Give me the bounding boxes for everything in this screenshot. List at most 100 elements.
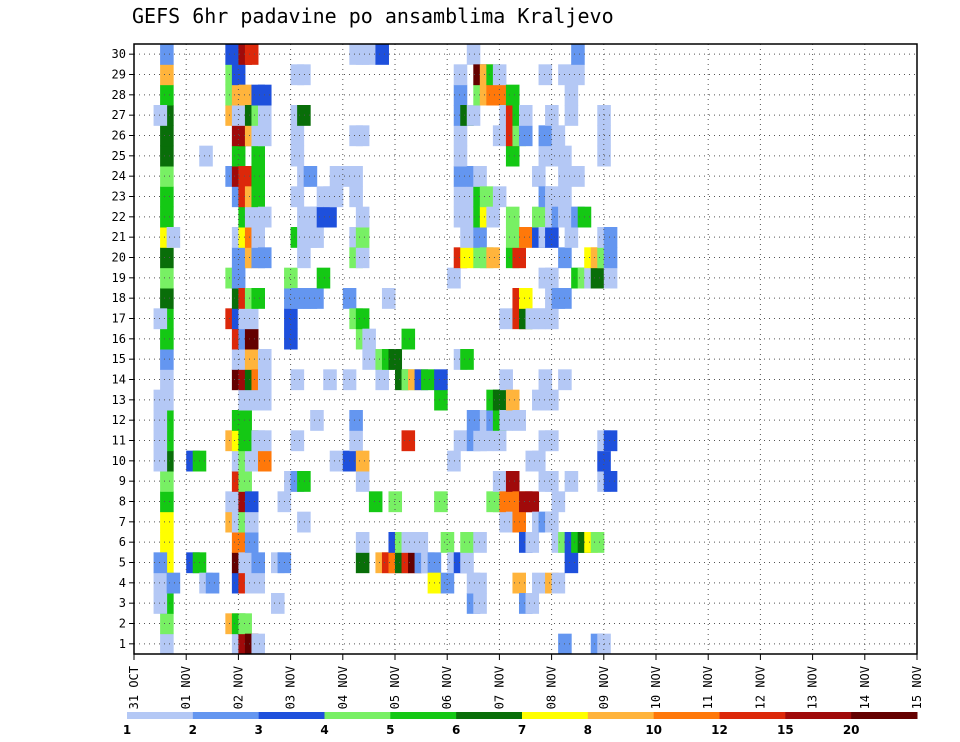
heatmap-cell: [460, 206, 474, 228]
x-tick-label: 07 NOV: [492, 666, 506, 709]
heatmap-cell: [460, 349, 474, 370]
heatmap-cell: [205, 572, 220, 594]
y-tick-label: 2: [119, 617, 126, 631]
heatmap-cell: [505, 145, 520, 167]
heatmap-cell: [160, 633, 174, 655]
heatmap-cell: [473, 593, 487, 614]
heatmap-cell: [440, 532, 455, 553]
heatmap-cell: [532, 450, 546, 472]
heatmap-cell: [329, 166, 344, 187]
heatmap-cell: [355, 532, 370, 553]
y-tick-label: 30: [112, 47, 126, 61]
heatmap-cell: [551, 572, 566, 594]
heatmap-cell: [538, 125, 553, 147]
heatmap-cell: [434, 491, 448, 513]
heatmap-cell: [297, 105, 311, 126]
heatmap-cell: [238, 84, 252, 106]
heatmap-cell: [401, 430, 416, 452]
x-tick-label: 31 OCT: [127, 666, 141, 709]
heatmap-cell: [160, 613, 174, 635]
legend-label: 4: [320, 723, 328, 737]
heatmap-cell: [479, 430, 494, 452]
heatmap-cell: [518, 125, 533, 147]
heatmap-cell: [329, 186, 344, 208]
y-tick-label: 25: [112, 149, 126, 163]
heatmap-cell: [166, 227, 181, 248]
y-tick-label: 10: [112, 454, 126, 468]
legend-label: 10: [645, 723, 662, 737]
heatmap-cell: [532, 206, 546, 228]
heatmap-cell: [473, 166, 487, 187]
heatmap-cell: [160, 491, 174, 513]
y-tick-label: 12: [112, 413, 126, 427]
heatmap-cell: [564, 227, 579, 248]
y-tick-label: 18: [112, 291, 126, 305]
heatmap-cell: [153, 552, 168, 574]
y-tick-label: 1: [119, 637, 126, 651]
y-tick-label: 13: [112, 393, 126, 407]
heatmap-cell: [323, 369, 337, 391]
heatmap-cell: [160, 267, 174, 289]
heatmap-cell: [251, 166, 265, 187]
heatmap-cell: [160, 288, 174, 309]
heatmap-cell: [297, 511, 311, 533]
heatmap-cell: [323, 206, 337, 228]
heatmap-cell: [231, 267, 246, 289]
legend-swatch: [192, 712, 260, 719]
heatmap-cell: [160, 369, 174, 391]
heatmap-cell: [153, 308, 168, 330]
heatmap-cell: [499, 308, 513, 330]
heatmap-cell: [160, 247, 174, 269]
heatmap-cell: [238, 613, 252, 635]
y-tick-label: 15: [112, 352, 126, 366]
heatmap-cell: [160, 206, 174, 228]
y-tick-label: 20: [112, 251, 126, 265]
heatmap-cell: [499, 410, 513, 431]
legend-label: 5: [386, 723, 394, 737]
heatmap-cell: [571, 166, 585, 187]
heatmap-cell: [538, 369, 553, 391]
heatmap-cell: [355, 552, 370, 574]
chart-title: GEFS 6hr padavine po ansamblima Kraljevo: [132, 4, 614, 28]
heatmap-cell: [453, 166, 468, 187]
heatmap-cell: [571, 64, 585, 86]
heatmap-cell: [375, 369, 389, 391]
heatmap-cell: [160, 532, 174, 553]
legend-label: 6: [452, 723, 460, 737]
heatmap-cell: [199, 145, 213, 167]
heatmap-cell: [479, 186, 494, 208]
heatmap-cell: [271, 593, 285, 614]
x-tick-label: 10 NOV: [649, 666, 663, 709]
heatmap-cell: [284, 308, 298, 330]
y-tick-label: 7: [119, 515, 126, 529]
x-tick-label: 02 NOV: [231, 666, 245, 709]
heatmap-cell: [499, 491, 513, 513]
heatmap-cell: [421, 369, 435, 391]
heatmap-cell: [284, 267, 298, 289]
x-tick-label: 11 NOV: [701, 666, 715, 709]
legend-swatch: [587, 712, 655, 719]
heatmap-cell: [297, 64, 311, 86]
heatmap-cell: [551, 491, 566, 513]
y-tick-label: 22: [112, 210, 126, 224]
legend-swatch: [785, 712, 852, 719]
heatmap-cell: [349, 186, 363, 208]
heatmap-cell: [505, 206, 520, 228]
heatmap-cell: [153, 389, 168, 411]
heatmap-cell: [545, 267, 559, 289]
heatmap-cell: [453, 430, 468, 452]
heatmap-cell: [545, 227, 559, 248]
heatmap-cell: [310, 410, 324, 431]
heatmap-cell: [590, 532, 605, 553]
y-tick-label: 21: [112, 230, 126, 244]
heatmap-cell: [551, 125, 566, 147]
heatmap-cell: [160, 166, 174, 187]
heatmap-cell: [564, 552, 579, 574]
heatmap-cell: [473, 572, 487, 594]
heatmap-cell: [238, 410, 252, 431]
heatmap-cell: [434, 369, 448, 391]
axes: 1234567891011121314151617181920212223242…: [112, 43, 924, 709]
heatmap-cell: [290, 186, 305, 208]
heatmap-cell: [473, 532, 487, 553]
heatmap-cell: [355, 471, 370, 492]
